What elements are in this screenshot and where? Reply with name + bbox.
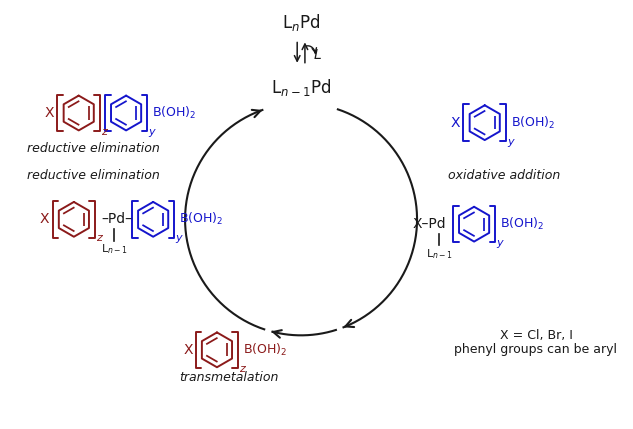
Text: B(OH)$_2$: B(OH)$_2$ — [152, 105, 196, 121]
Text: L$_{n-1}$: L$_{n-1}$ — [426, 248, 453, 261]
Text: X: X — [451, 116, 460, 130]
Text: phenyl groups can be aryl: phenyl groups can be aryl — [454, 343, 617, 356]
Text: L$_{n-1}$Pd: L$_{n-1}$Pd — [271, 77, 331, 98]
Text: L: L — [313, 48, 322, 63]
Text: reductive elimination: reductive elimination — [27, 169, 160, 182]
Text: reductive elimination: reductive elimination — [27, 142, 160, 155]
Text: y: y — [496, 238, 503, 248]
Text: X: X — [183, 343, 192, 357]
Text: B(OH)$_2$: B(OH)$_2$ — [511, 115, 555, 131]
Text: B(OH)$_2$: B(OH)$_2$ — [500, 216, 544, 232]
Text: z: z — [101, 127, 107, 137]
Text: L$_n$Pd: L$_n$Pd — [282, 12, 320, 33]
Text: –Pd–: –Pd– — [101, 212, 132, 227]
Text: L$_{n-1}$: L$_{n-1}$ — [101, 242, 128, 257]
Text: y: y — [148, 127, 155, 137]
Text: z: z — [239, 364, 245, 374]
Text: B(OH)$_2$: B(OH)$_2$ — [179, 211, 223, 227]
Text: X: X — [45, 106, 54, 120]
Text: y: y — [507, 136, 513, 147]
Text: transmetalation: transmetalation — [179, 371, 279, 384]
Text: X: X — [40, 212, 49, 227]
Text: oxidative addition: oxidative addition — [448, 169, 560, 182]
Text: B(OH)$_2$: B(OH)$_2$ — [243, 342, 287, 358]
Text: y: y — [175, 233, 182, 243]
Text: X–Pd: X–Pd — [412, 217, 446, 231]
Text: X = Cl, Br, I: X = Cl, Br, I — [499, 329, 572, 342]
Text: z: z — [96, 233, 102, 243]
